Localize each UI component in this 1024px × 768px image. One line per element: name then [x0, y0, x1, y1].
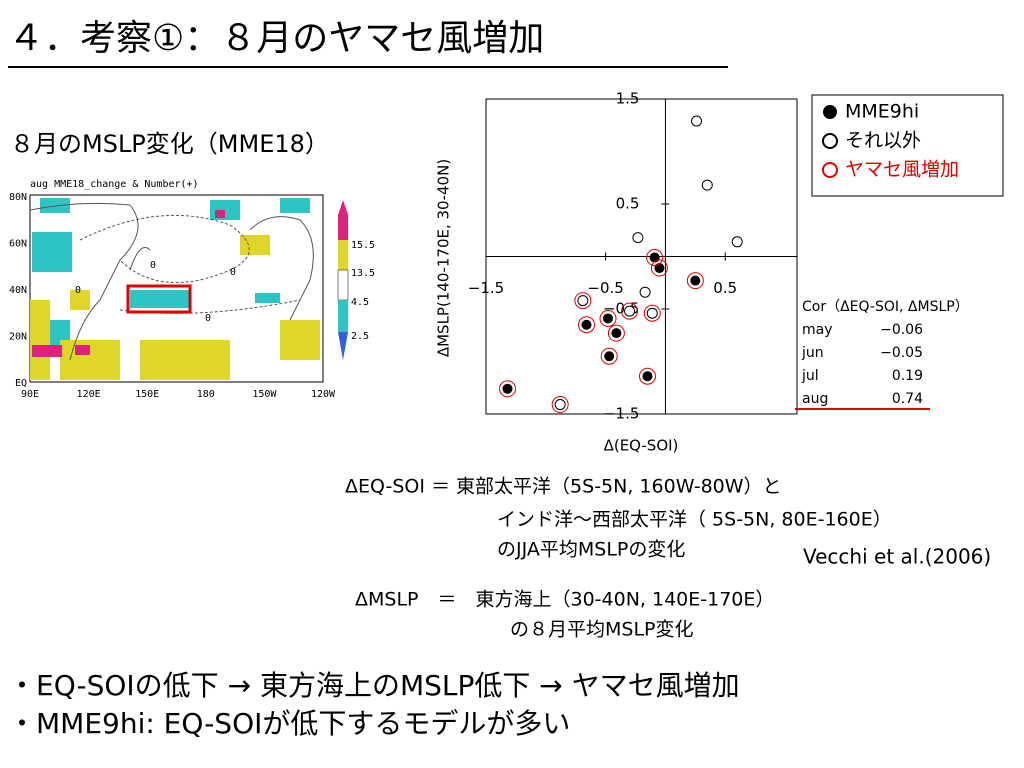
colorbar [338, 215, 348, 240]
highlight-ring [643, 304, 661, 322]
lon-label: 180 [197, 389, 215, 400]
legend-label: ヤマセ風増加 [845, 159, 959, 181]
definition-line: のJJA平均MSLPの変化 [497, 539, 685, 561]
y-axis-label: ΔMSLP(140-170E, 30-40N) [435, 159, 453, 357]
map-subtitle: ８月のMSLP変化（MME18） [10, 130, 329, 158]
highlight-ring [577, 316, 595, 334]
highlight-ring [607, 324, 625, 342]
bullet: ・MME9hi: EQ-SOIが低下するモデルが多い [8, 707, 570, 740]
colorbar-label: 4.5 [351, 297, 369, 308]
lat-label: 60N [9, 239, 27, 250]
colorbar [338, 240, 348, 270]
legend-label: それ以外 [845, 130, 921, 152]
highlight-ring [600, 347, 618, 365]
highlight-ring [650, 259, 668, 277]
point [690, 275, 701, 286]
x-axis-label: Δ(EQ-SOI) [604, 437, 679, 455]
highlight-ring [638, 367, 656, 385]
highlight-ring [551, 396, 569, 414]
definition-line: の８月平均MSLP変化 [510, 619, 694, 641]
corr-month: may [802, 322, 833, 338]
definition-line: ΔEQ-SOI ＝ 東部太平洋（5S-5N, 160W-80W）と [345, 476, 782, 498]
lat-label: 80N [9, 192, 27, 203]
point [502, 383, 513, 394]
corr-value: −0.05 [880, 345, 923, 361]
x-tick-label: 0.5 [713, 279, 737, 297]
reference: Vecchi et al.(2006) [803, 545, 991, 569]
lon-label: 90E [21, 389, 39, 400]
contour-label: 0 [150, 260, 156, 271]
lon-label: 120E [77, 389, 101, 400]
corr-header: Cor（ΔEQ-SOI, ΔMSLP） [802, 299, 969, 315]
title: ４．考察①：８月のヤマセ風増加 [8, 18, 544, 59]
legend-symbol [823, 105, 837, 119]
colorbar-label: 2.5 [351, 331, 369, 342]
point [731, 236, 743, 248]
lon-label: 120W [311, 389, 336, 400]
magenta-patches [32, 210, 225, 357]
corr-month: jul [801, 368, 819, 384]
highlight-ring [599, 309, 617, 327]
lat-label: EQ [15, 378, 27, 389]
point [691, 115, 703, 127]
x-tick-label: −1.5 [468, 279, 504, 297]
map-caption: aug MME18_change & Number(+) [30, 179, 199, 190]
highlight-ring [646, 249, 664, 267]
y-tick-label: −1.5 [603, 405, 639, 423]
point [701, 179, 713, 191]
legend-symbol [822, 133, 838, 149]
colorbar [338, 200, 348, 215]
colorbar-label: 13.5 [351, 268, 375, 279]
definition-line: インド洋～西部太平洋（ 5S-5N, 80E-160E） [497, 509, 892, 531]
highlight-ring [574, 292, 592, 310]
corr-month: jun [801, 345, 824, 361]
y-tick-label: 1.5 [616, 90, 640, 108]
highlight-ring [686, 272, 704, 290]
highlight-ring [621, 302, 639, 320]
legend-label: MME9hi [845, 101, 919, 123]
lon-label: 150W [252, 389, 277, 400]
point [646, 307, 658, 319]
point [642, 371, 653, 382]
corr-value: −0.06 [880, 322, 923, 338]
lat-label: 20N [9, 332, 27, 343]
point [611, 328, 622, 339]
point [581, 319, 592, 330]
lon-label: 150E [135, 389, 159, 400]
point [554, 399, 566, 411]
contour-label: 0 [205, 313, 211, 324]
focus-box [126, 284, 192, 314]
coastlines [29, 202, 314, 361]
bullet: ・EQ-SOIの低下 → 東方海上のMSLP低下 → ヤマセ風増加 [8, 669, 740, 702]
colorbar [337, 269, 349, 301]
legend [811, 94, 1004, 197]
legend-symbol [822, 162, 838, 178]
yellow-patches [30, 235, 320, 380]
lat-label: 40N [9, 285, 27, 296]
contour-label: 0 [75, 285, 81, 296]
corr-month: aug [802, 391, 828, 407]
point [603, 313, 614, 324]
colorbar [338, 332, 348, 360]
colorbar-label: 15.5 [351, 240, 375, 251]
point [639, 286, 651, 298]
corr-value: 0.74 [892, 391, 923, 407]
corr-value: 0.19 [892, 368, 923, 384]
x-tick-label: −0.5 [587, 279, 623, 297]
highlight-ring [499, 380, 517, 398]
point [604, 351, 615, 362]
contour-label: 0 [230, 267, 236, 278]
point [624, 305, 636, 317]
colorbar [338, 300, 348, 332]
y-tick-label: 0.5 [616, 195, 640, 213]
point [632, 232, 644, 244]
definition-line: ΔMSLP ＝ 東方海上（30-40N, 140E-170E） [355, 589, 774, 611]
point [577, 295, 589, 307]
